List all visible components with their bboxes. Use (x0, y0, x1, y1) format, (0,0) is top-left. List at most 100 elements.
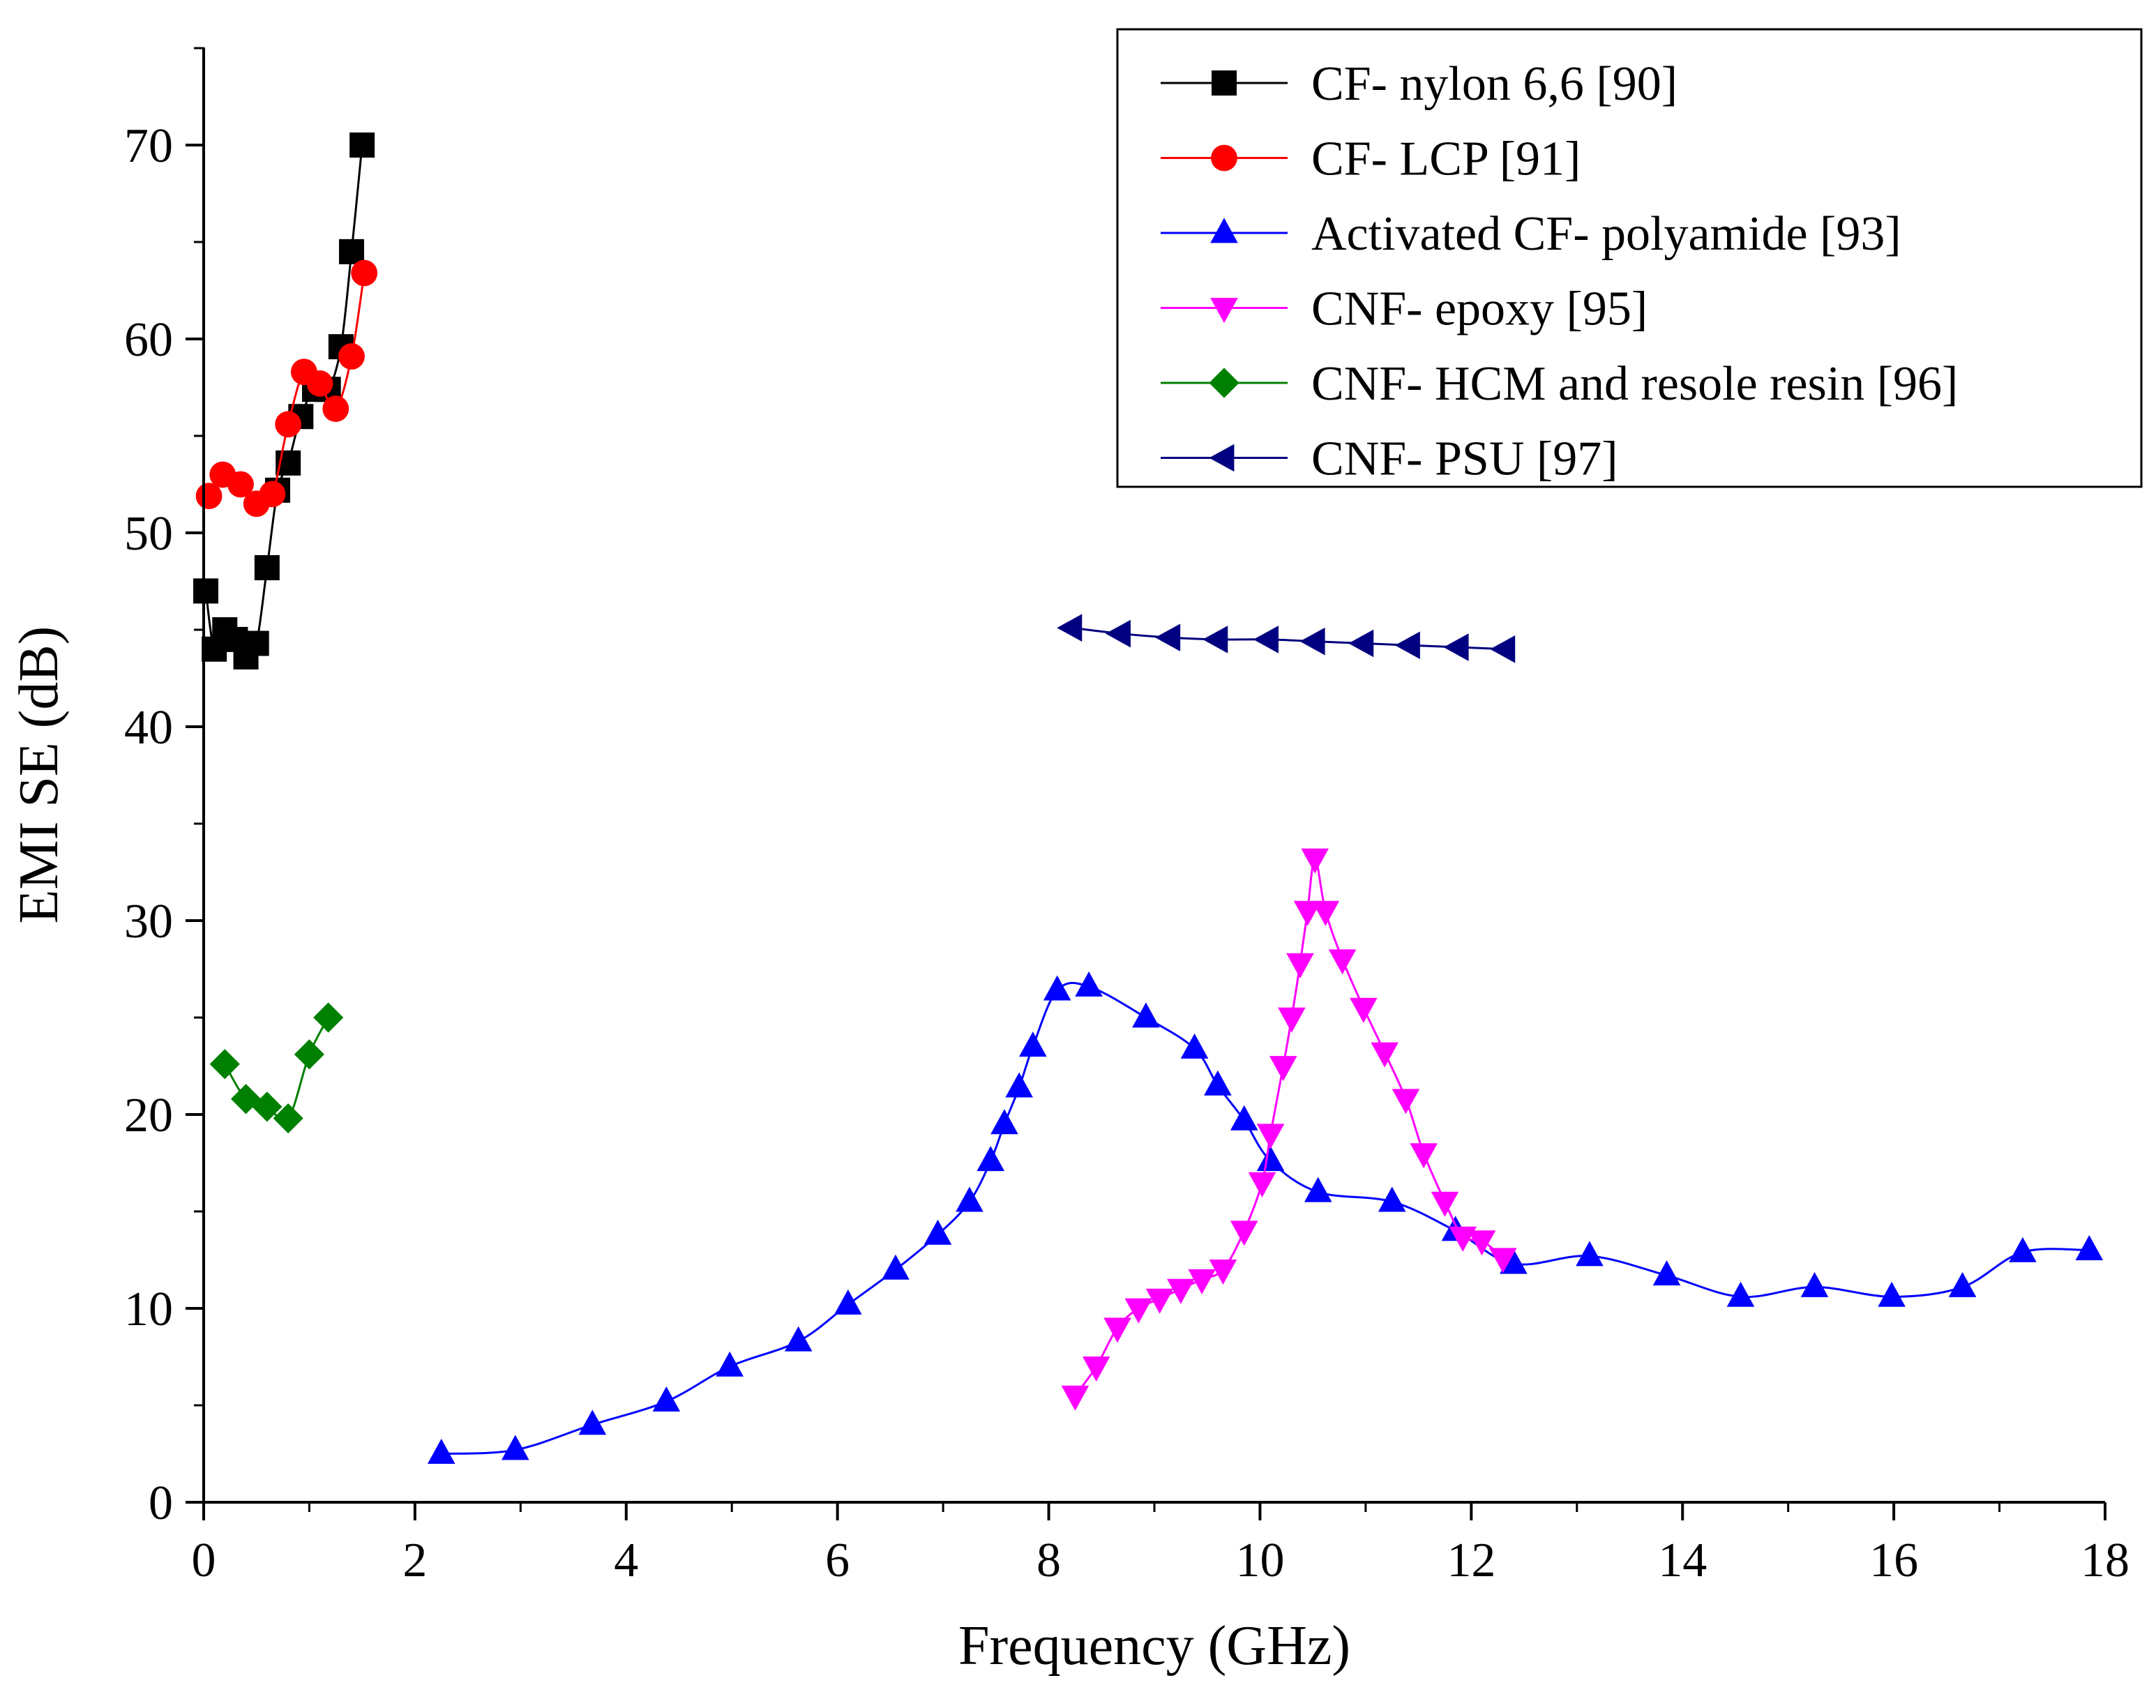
data-point-cnf-psu (1105, 619, 1131, 648)
data-point-cnf-epoxy (1392, 1089, 1420, 1114)
series-layer (193, 133, 2104, 1464)
data-point-cnf-hcm-resole (273, 1103, 303, 1134)
data-point-cnf-hcm-resole (230, 1084, 262, 1114)
data-point-cf-lcp (275, 411, 302, 438)
data-point-cnf-epoxy (1286, 953, 1314, 978)
data-point-activated-cf-polyamide (1180, 1033, 1209, 1059)
data-point-cnf-psu (1443, 633, 1469, 661)
x-tick-label: 4 (614, 1534, 638, 1587)
data-point-cnf-epoxy (1256, 1124, 1285, 1149)
data-point-activated-cf-polyamide (1256, 1146, 1285, 1172)
y-tick-label: 0 (149, 1476, 173, 1530)
data-point-cnf-psu (1394, 631, 1420, 660)
data-point-activated-cf-polyamide (716, 1351, 744, 1377)
data-point-activated-cf-polyamide (924, 1219, 952, 1245)
legend-marker-activated-cf-polyamide (1210, 218, 1238, 243)
data-point-cnf-epoxy (1293, 900, 1322, 926)
data-point-cnf-epoxy (1311, 900, 1340, 926)
data-point-cnf-epoxy (1248, 1172, 1276, 1197)
data-point-cnf-epoxy (1209, 1260, 1237, 1285)
data-point-cf-nylon (243, 630, 269, 656)
legend-marker-cf-lcp (1211, 144, 1237, 172)
data-point-cnf-epoxy (1410, 1143, 1438, 1169)
data-point-cnf-epoxy (1278, 1007, 1306, 1033)
data-point-cf-lcp (322, 395, 349, 422)
data-point-activated-cf-polyamide (1378, 1186, 1406, 1212)
legend: CF- nylon 6,6 [90] CF- LCP [91] Activated … (1116, 28, 2143, 488)
legend-label-cnf-psu: CNF- PSU [97] (1311, 432, 1618, 486)
data-point-cnf-epoxy (1301, 848, 1329, 874)
data-point-cf-nylon (193, 578, 219, 604)
y-tick-label: 10 (124, 1283, 173, 1336)
data-point-cnf-hcm-resole (209, 1049, 240, 1080)
data-point-cnf-psu (1348, 629, 1374, 658)
x-tick-label: 6 (825, 1534, 850, 1587)
data-point-cf-lcp (227, 471, 254, 498)
data-point-cf-lcp (259, 481, 286, 508)
data-point-cnf-psu (1203, 626, 1228, 653)
data-point-cnf-epoxy (1488, 1248, 1517, 1274)
data-point-activated-cf-polyamide (1043, 975, 1071, 1001)
data-point-cnf-epoxy (1431, 1191, 1459, 1217)
data-point-cnf-psu (1490, 635, 1516, 663)
data-point-activated-cf-polyamide (501, 1435, 529, 1460)
x-tick-label: 18 (2081, 1534, 2129, 1587)
data-point-activated-cf-polyamide (1204, 1070, 1232, 1096)
data-point-cnf-epoxy (1124, 1298, 1153, 1324)
data-point-activated-cf-polyamide (1132, 1002, 1160, 1028)
legend-marker-cnf-epoxy (1210, 298, 1238, 324)
data-point-cnf-epoxy (1350, 997, 1378, 1023)
x-tick-label: 12 (1447, 1534, 1495, 1587)
data-point-activated-cf-polyamide (1948, 1271, 1977, 1297)
data-point-activated-cf-polyamide (1019, 1031, 1047, 1057)
data-point-activated-cf-polyamide (784, 1326, 813, 1352)
data-point-activated-cf-polyamide (2075, 1235, 2104, 1260)
legend-label-cf-lcp: CF- LCP [91] (1311, 133, 1581, 186)
data-point-cnf-hcm-resole (294, 1039, 325, 1070)
data-point-cnf-hcm-resole (252, 1091, 282, 1122)
data-point-cf-nylon (202, 636, 227, 662)
data-point-cnf-epoxy (1082, 1356, 1110, 1382)
data-point-cnf-hcm-resole (313, 1002, 344, 1033)
data-point-cf-nylon (254, 555, 280, 581)
data-point-activated-cf-polyamide (1230, 1105, 1258, 1131)
x-axis-title: Frequency (GHz) (958, 1615, 1350, 1677)
x-tick-label: 8 (1036, 1534, 1061, 1587)
data-point-activated-cf-polyamide (990, 1109, 1018, 1135)
data-point-activated-cf-polyamide (834, 1289, 862, 1315)
data-point-cnf-epoxy (1188, 1269, 1216, 1294)
series-line-cnf-psu (1071, 626, 1505, 651)
legend-marker-cnf-psu (1209, 444, 1235, 472)
data-point-activated-cf-polyamide (1304, 1177, 1332, 1202)
y-axis-title: EMI SE (dB) (8, 626, 70, 924)
legend-label-cnf-epoxy: CNF- epoxy [95] (1311, 282, 1648, 336)
data-point-cnf-psu (1057, 614, 1083, 642)
data-point-cf-lcp (351, 259, 378, 287)
data-point-cf-nylon (339, 239, 365, 264)
series-cnf-epoxy (1061, 848, 1517, 1411)
data-point-cnf-psu (1155, 624, 1181, 651)
data-point-cnf-epoxy (1468, 1230, 1496, 1256)
data-point-cf-lcp (338, 343, 365, 370)
legend-label-activated-cf-polyamide: Activated CF- polyamide [93] (1311, 207, 1901, 261)
data-point-activated-cf-polyamide (1800, 1271, 1829, 1297)
data-point-cnf-epoxy (1145, 1288, 1174, 1314)
data-point-activated-cf-polyamide (1075, 971, 1103, 997)
series-cnf-psu (1057, 614, 1516, 663)
series-cnf-hcm-resole (209, 1002, 344, 1134)
y-tick-label: 60 (124, 313, 173, 367)
data-point-activated-cf-polyamide (1652, 1260, 1681, 1286)
data-point-cnf-epoxy (1269, 1056, 1297, 1082)
data-point-activated-cf-polyamide (1576, 1241, 1604, 1267)
x-tick-label: 16 (1869, 1534, 1918, 1587)
data-point-cnf-psu (1299, 627, 1325, 656)
data-point-activated-cf-polyamide (1878, 1281, 1906, 1307)
data-point-activated-cf-polyamide (1005, 1072, 1033, 1098)
y-tick-label: 30 (124, 895, 173, 949)
legend-label-cf-nylon: CF- nylon 6,6 [90] (1311, 57, 1678, 111)
data-point-cnf-epoxy (1230, 1220, 1258, 1246)
legend-label-cnf-hcm-resole: CNF- HCM and resole resin [96] (1311, 357, 1958, 411)
ticks-layer: 0 2 4 6 8 10 12 14 16 18 0 10 20 30 40 50 60 70 (124, 47, 2129, 1587)
data-point-activated-cf-polyamide (1726, 1281, 1755, 1307)
data-point-activated-cf-polyamide (977, 1146, 1005, 1172)
